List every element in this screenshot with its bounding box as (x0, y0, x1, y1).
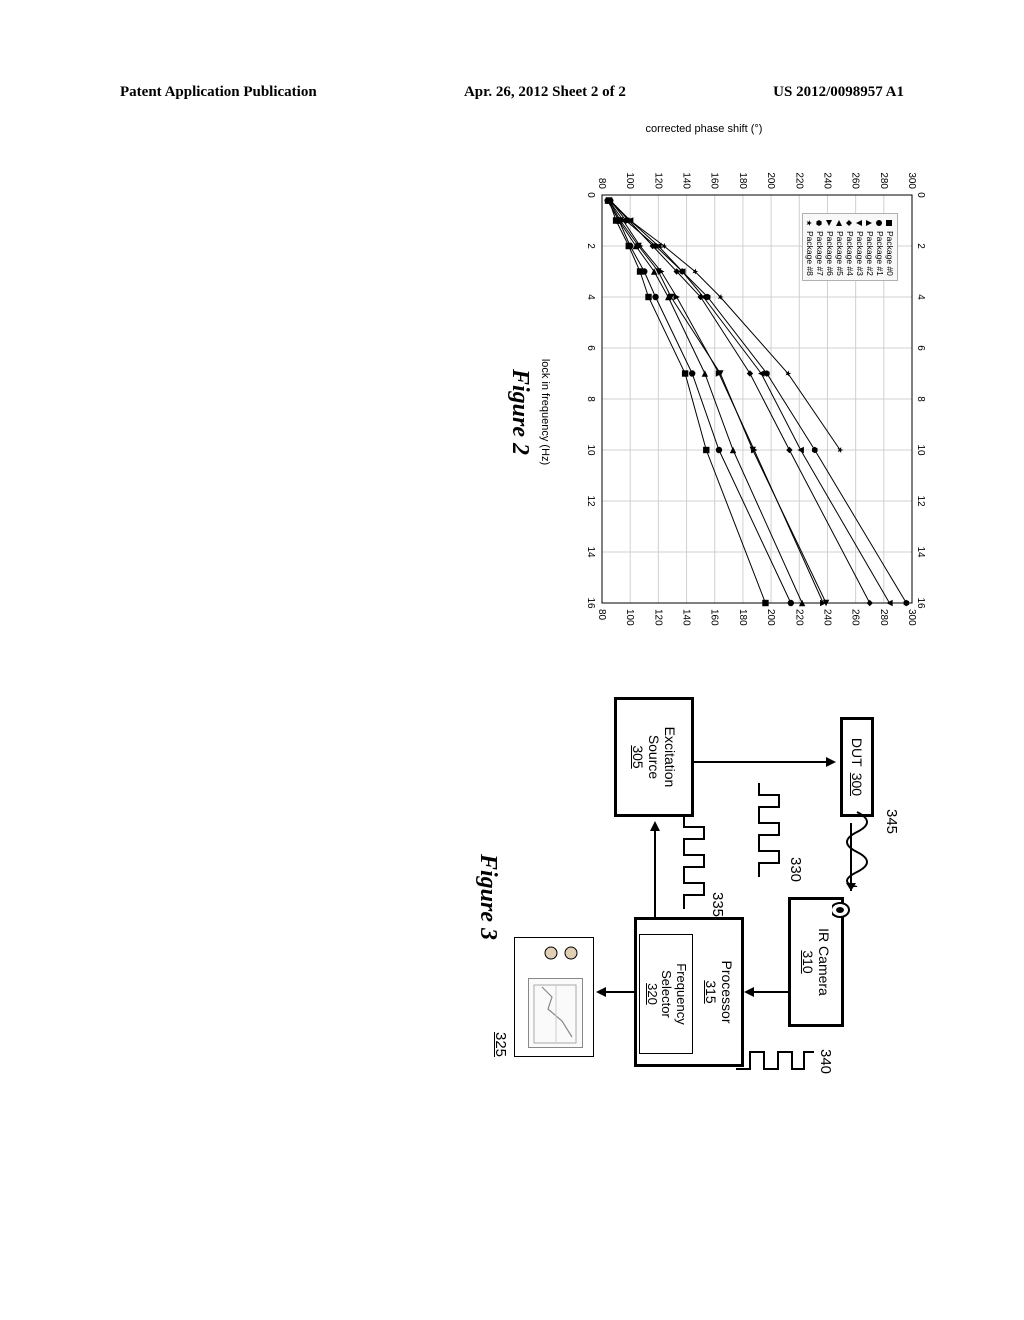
svg-text:260: 260 (850, 172, 861, 189)
svg-text:140: 140 (681, 172, 692, 189)
svg-text:6: 6 (915, 345, 926, 351)
svg-text:120: 120 (652, 172, 663, 189)
callout-330: 330 (787, 857, 804, 882)
display-plot-icon (527, 979, 582, 1049)
svg-text:300: 300 (906, 172, 917, 189)
processor-ref: 315 (703, 980, 719, 1003)
figure3: DUT 300 IR Camera 310 Excitation Source … (524, 697, 874, 1097)
svg-text:14: 14 (915, 546, 926, 558)
display-screen (528, 978, 583, 1048)
callout-335: 335 (709, 892, 726, 917)
svg-text:140: 140 (681, 609, 692, 626)
svg-text:14: 14 (585, 546, 596, 558)
block-freqsel: Frequency Selector 320 (639, 934, 693, 1054)
dut-label: DUT (849, 738, 865, 767)
arrow-excitation-dut (690, 742, 840, 782)
svg-text:100: 100 (624, 609, 635, 626)
svg-text:6: 6 (585, 345, 596, 351)
pulse-330-icon (749, 783, 789, 883)
display-knobs-icon (521, 946, 581, 964)
arrow-freqsel-excitation (640, 815, 670, 935)
figure3-caption: Figure 3 (474, 697, 501, 1097)
block-display (514, 937, 594, 1057)
block-processor: Processor 315 Frequency Selector 320 (634, 917, 744, 1067)
block-excitation: Excitation Source 305 (614, 697, 694, 817)
svg-text:180: 180 (737, 609, 748, 626)
svg-text:80: 80 (596, 178, 607, 190)
chart-legend: Package #0Package #1Package #2Package #3… (802, 213, 898, 281)
svg-text:180: 180 (737, 172, 748, 189)
callout-345: 345 (883, 809, 900, 834)
dut-ref: 300 (849, 773, 865, 796)
svg-text:8: 8 (915, 396, 926, 402)
figure2: corrected phase shift (°) 00224466881010… (474, 137, 934, 657)
svg-text:12: 12 (915, 495, 926, 507)
svg-text:220: 220 (793, 609, 804, 626)
callout-340: 340 (817, 1049, 834, 1074)
svg-text:160: 160 (709, 172, 720, 189)
svg-text:16: 16 (585, 597, 596, 609)
svg-text:280: 280 (878, 172, 889, 189)
content-area: corrected phase shift (°) 00224466881010… (0, 145, 1024, 1265)
svg-text:0: 0 (585, 192, 596, 198)
svg-text:100: 100 (624, 172, 635, 189)
block-dut: DUT 300 (840, 717, 874, 817)
figure2-caption: Figure 2 (506, 167, 533, 657)
svg-text:200: 200 (765, 609, 776, 626)
svg-text:300: 300 (906, 609, 917, 626)
svg-text:200: 200 (765, 172, 776, 189)
svg-text:2: 2 (585, 243, 596, 249)
excitation-label: Excitation Source (646, 727, 678, 788)
svg-text:80: 80 (596, 609, 607, 621)
excitation-ref: 305 (630, 745, 646, 768)
pulse-335-icon (674, 815, 714, 925)
svg-text:8: 8 (585, 396, 596, 402)
arrow-processor-display (589, 977, 634, 1007)
arrow-dut-camera (836, 823, 866, 903)
svg-text:260: 260 (850, 609, 861, 626)
svg-text:240: 240 (821, 172, 832, 189)
pulse-340-icon (734, 1047, 814, 1107)
chart-ylabel: corrected phase shift (°) (646, 123, 763, 135)
svg-text:10: 10 (915, 444, 926, 456)
svg-text:4: 4 (585, 294, 596, 300)
svg-text:0: 0 (915, 192, 926, 198)
camera-label: IR Camera (816, 928, 832, 996)
camera-ref: 310 (800, 950, 816, 973)
svg-text:4: 4 (915, 294, 926, 300)
svg-text:16: 16 (915, 597, 926, 609)
svg-text:160: 160 (709, 609, 720, 626)
svg-text:12: 12 (585, 495, 596, 507)
svg-text:280: 280 (878, 609, 889, 626)
svg-text:220: 220 (793, 172, 804, 189)
freqsel-label: Frequency Selector (659, 963, 689, 1024)
arrow-camera-processor (738, 977, 788, 1007)
svg-text:10: 10 (585, 444, 596, 456)
processor-label: Processor (719, 960, 735, 1023)
chart-xlabel: lock in frequency (Hz) (539, 167, 551, 657)
svg-text:240: 240 (821, 609, 832, 626)
rotated-layout: corrected phase shift (°) 0 0 2 2 4 4 6 6 8 8 10 10… (0, 97, 1024, 1217)
freqsel-ref: 320 (644, 983, 659, 1005)
svg-text:120: 120 (652, 609, 663, 626)
svg-text:2: 2 (915, 243, 926, 249)
